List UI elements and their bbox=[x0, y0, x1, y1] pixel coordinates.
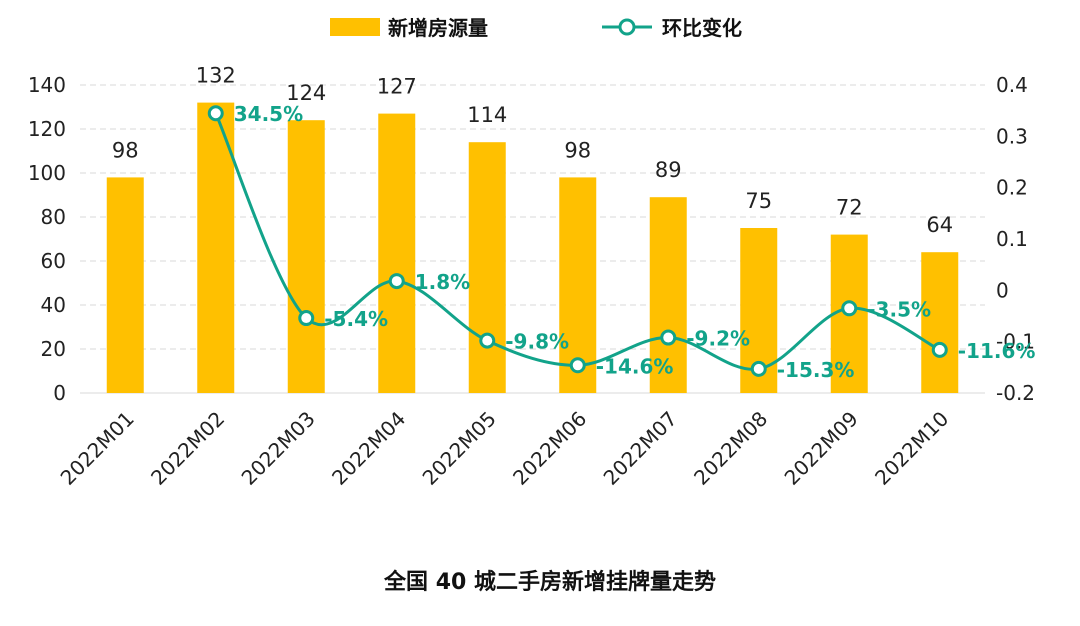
x-tick-label: 2022M01 bbox=[56, 407, 139, 490]
bar-value-label: 75 bbox=[745, 189, 772, 213]
bar-value-label: 72 bbox=[836, 196, 863, 220]
bar-value-label: 132 bbox=[196, 64, 236, 88]
bars bbox=[106, 102, 959, 393]
left-tick-label: 20 bbox=[41, 337, 66, 361]
x-tick-label: 2022M02 bbox=[146, 407, 229, 490]
ratio-value-label: -3.5% bbox=[867, 297, 931, 321]
bar-value-label: 127 bbox=[377, 75, 417, 99]
right-tick-label: -0.2 bbox=[996, 381, 1035, 405]
x-tick-label: 2022M04 bbox=[327, 407, 410, 490]
left-tick-label: 60 bbox=[41, 249, 66, 273]
right-tick-label: -0.1 bbox=[996, 330, 1035, 354]
ratio-value-label: -9.2% bbox=[686, 327, 750, 351]
ratio-value-label: 1.8% bbox=[415, 270, 470, 294]
legend-bar-swatch bbox=[330, 18, 380, 36]
ratio-point bbox=[207, 105, 224, 122]
left-tick-label: 0 bbox=[53, 381, 66, 405]
legend-line-marker bbox=[618, 18, 636, 36]
bar-value-label: 64 bbox=[926, 213, 953, 237]
ratio-point bbox=[569, 357, 586, 374]
left-tick-label: 140 bbox=[28, 73, 66, 97]
left-tick-label: 40 bbox=[41, 293, 66, 317]
ratio-value-label: -14.6% bbox=[596, 354, 674, 378]
right-tick-label: 0.2 bbox=[996, 176, 1028, 200]
right-tick-label: 0.1 bbox=[996, 227, 1028, 251]
bar bbox=[378, 113, 416, 393]
bar-value-label: 98 bbox=[112, 138, 139, 162]
legend-bar-label: 新增房源量 bbox=[388, 16, 488, 40]
bar-labels: 98 132 124 127 114 98 89 75 72 64 bbox=[112, 64, 953, 238]
ratio-point bbox=[388, 273, 405, 290]
bar bbox=[921, 252, 959, 393]
ratio-value-label: 34.5% bbox=[234, 102, 303, 126]
x-tick-label: 2022M07 bbox=[599, 407, 682, 490]
bar bbox=[468, 142, 506, 393]
right-axis: -0.2 -0.1 0 0.1 0.2 0.3 0.4 bbox=[996, 73, 1035, 405]
bar-value-label: 114 bbox=[467, 103, 507, 127]
ratio-line: 34.5% -5.4% 1.8% -9.8% -14.6% -9.2% -15.3% -3.5… bbox=[207, 102, 1036, 382]
bar-value-label: 89 bbox=[655, 158, 682, 182]
x-tick-label: 2022M10 bbox=[870, 407, 953, 490]
x-tick-label: 2022M09 bbox=[780, 407, 863, 490]
ratio-value-label: -11.6% bbox=[958, 339, 1036, 363]
x-tick-label: 2022M08 bbox=[689, 407, 772, 490]
ratio-point bbox=[931, 341, 948, 358]
bar bbox=[649, 197, 687, 393]
left-tick-label: 80 bbox=[41, 205, 66, 229]
ratio-value-label: -9.8% bbox=[505, 330, 569, 354]
ratio-point bbox=[298, 310, 315, 327]
left-tick-label: 120 bbox=[28, 117, 66, 141]
legend-line-label: 环比变化 bbox=[662, 16, 742, 40]
legend: 新增房源量 环比变化 bbox=[330, 16, 742, 40]
ratio-value-label: -5.4% bbox=[324, 307, 388, 331]
ratio-point bbox=[841, 300, 858, 317]
bar bbox=[197, 102, 235, 393]
bar-value-label: 98 bbox=[564, 138, 591, 162]
left-axis: 0 20 40 60 80 100 120 140 bbox=[28, 73, 66, 405]
x-tick-label: 2022M06 bbox=[508, 407, 591, 490]
chart-title: 全国 40 城二手房新增挂牌量走势 bbox=[383, 569, 716, 595]
right-tick-label: 0.4 bbox=[996, 73, 1028, 97]
bar bbox=[106, 177, 144, 393]
bar bbox=[287, 120, 325, 393]
bar-value-label: 124 bbox=[286, 81, 326, 105]
x-tick-label: 2022M05 bbox=[418, 407, 501, 490]
bar bbox=[559, 177, 597, 393]
x-tick-label: 2022M03 bbox=[237, 407, 320, 490]
ratio-point bbox=[479, 332, 496, 349]
ratio-value-label: -15.3% bbox=[777, 358, 855, 382]
left-tick-label: 100 bbox=[28, 161, 66, 185]
ratio-point bbox=[750, 360, 767, 377]
x-axis: 2022M01 2022M02 2022M03 2022M04 2022M05 2022M… bbox=[56, 407, 954, 490]
right-tick-label: 0.3 bbox=[996, 124, 1028, 148]
right-tick-label: 0 bbox=[996, 278, 1009, 302]
ratio-point bbox=[660, 329, 677, 346]
